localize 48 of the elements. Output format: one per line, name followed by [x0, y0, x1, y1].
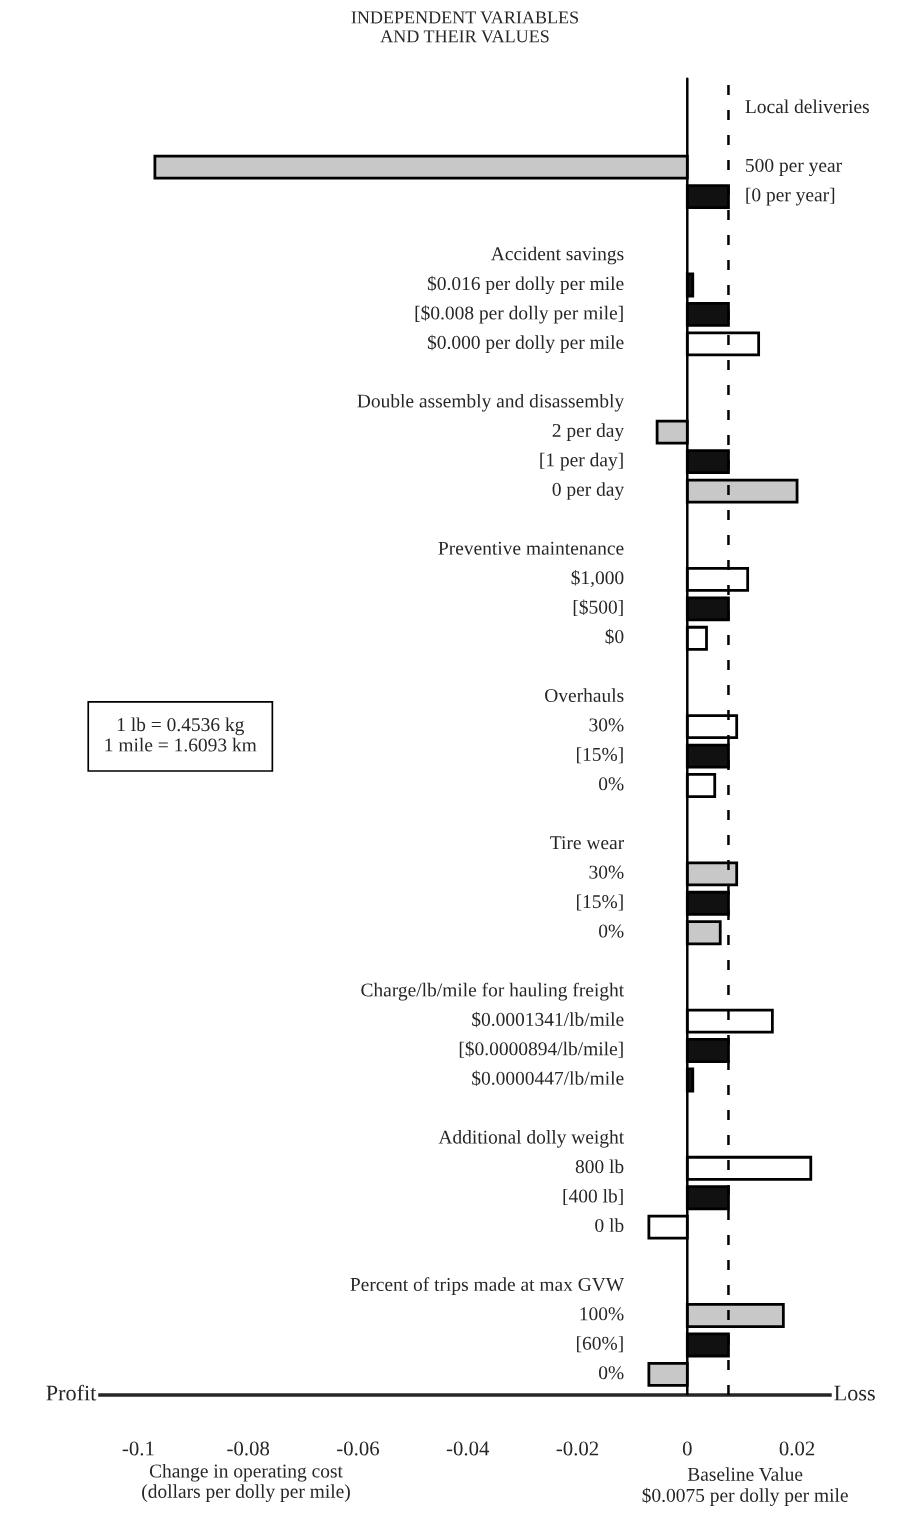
y-tick-label: [15%] — [577, 747, 623, 764]
y-tick-label: $1,000 — [571, 569, 624, 588]
y-tick-label: Charge/lb/mile for hauling freight — [361, 982, 625, 1001]
x-tick-label: -0.1 — [122, 1441, 154, 1456]
x-axis-title: Change in operating cost (dollars per dolly per mile) — [142, 1463, 350, 1502]
x-tick-label: 0 — [682, 1441, 692, 1456]
y-tick-label: 0% — [599, 1366, 624, 1380]
y-tick-label: 30% — [589, 718, 624, 732]
y-tick-label: [15%] — [577, 894, 623, 911]
y-tick-label: 500 per year — [746, 158, 842, 176]
y-tick-label: [$500] — [573, 599, 623, 617]
y-tick-label: 30% — [589, 865, 624, 879]
y-tick-label: Double assembly and disassembly — [357, 393, 625, 412]
y-tick-label: Overhauls — [545, 688, 624, 703]
y-tick-label: 0 lb — [595, 1218, 624, 1233]
annotation: 1 lb = 0.4536 kg 1 mile = 1.6093 km — [105, 717, 257, 752]
y-tick-label: 100% — [580, 1307, 624, 1321]
y-tick-label: [0 per year] — [746, 187, 835, 206]
y-tick-label: $0.016 per dolly per mile — [427, 275, 624, 295]
y-tick-label: 0% — [599, 924, 624, 938]
ref-line-label: Baseline Value $0.0075 per dolly per mile — [642, 1467, 848, 1506]
x-tick-label: -0.04 — [446, 1441, 490, 1456]
text: Loss — [834, 1385, 875, 1401]
y-tick-label: Tire wear — [550, 836, 624, 850]
y-tick-label: [400 lb] — [563, 1188, 623, 1205]
y-tick-label: [$0.008 per dolly per mile] — [415, 305, 623, 324]
y-tick-label: $0.0001341/lb/mile — [472, 1011, 624, 1028]
y-tick-label: [60%] — [577, 1336, 623, 1353]
y-tick-label: Preventive maintenance — [438, 541, 624, 555]
x-tick-label: -0.08 — [227, 1441, 270, 1456]
y-tick-label: 2 per day — [552, 423, 625, 442]
y-tick-label: Local deliveries — [745, 99, 869, 114]
x-tick-label: 0.02 — [779, 1441, 815, 1456]
y-tick-label: $0.000 per dolly per mile — [427, 334, 624, 353]
y-tick-label: $0.0000447/lb/mile — [472, 1070, 624, 1087]
y-tick-label: 800 lb — [575, 1159, 624, 1174]
text: Profit — [46, 1384, 97, 1401]
y-tick-label: Percent of trips made at max GVW — [350, 1277, 625, 1295]
y-tick-label: $0 — [605, 628, 624, 645]
y-tick-label: [$0.0000894/lb/mile] — [459, 1041, 623, 1058]
x-tick-label: -0.02 — [556, 1441, 599, 1456]
y-tick-label: [1 per day] — [540, 452, 623, 471]
x-tick-label: -0.06 — [337, 1441, 380, 1456]
y-tick-label: 0 per day — [552, 482, 625, 500]
y-tick-label: 0% — [599, 777, 624, 791]
y-tick-label: Accident savings — [490, 246, 624, 265]
y-tick-label: Additional dolly weight — [438, 1129, 625, 1148]
chart-title: INDEPENDENT VARIABLES AND THEIR VALUES — [351, 11, 578, 43]
